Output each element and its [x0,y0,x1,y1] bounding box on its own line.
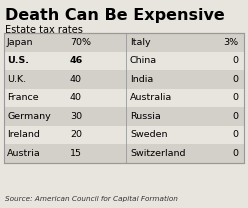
Text: U.S.: U.S. [7,56,29,65]
Text: Russia: Russia [130,112,161,121]
Text: 0: 0 [232,56,238,65]
Text: 40: 40 [70,75,82,84]
Bar [4,33,244,52]
Text: 0: 0 [232,112,238,121]
Text: Austria: Austria [7,149,41,158]
Bar [4,70,244,88]
Text: 30: 30 [70,112,82,121]
Text: China: China [130,56,157,65]
Text: India: India [130,75,153,84]
Text: Estate tax rates: Estate tax rates [5,25,83,35]
Bar [4,107,244,125]
Bar [4,144,244,162]
Text: 46: 46 [70,56,83,65]
Text: Sweden: Sweden [130,130,167,139]
Text: France: France [7,93,39,102]
Text: Ireland: Ireland [7,130,40,139]
Bar [4,33,244,162]
Text: Japan: Japan [7,38,33,47]
Text: Italy: Italy [130,38,151,47]
Text: Switzerland: Switzerland [130,149,186,158]
Text: Source: American Council for Capital Formation: Source: American Council for Capital For… [5,196,178,202]
Text: Death Can Be Expensive: Death Can Be Expensive [5,8,225,23]
Text: 0: 0 [232,93,238,102]
Text: 40: 40 [70,93,82,102]
Text: 15: 15 [70,149,82,158]
Text: 0: 0 [232,75,238,84]
Text: Germany: Germany [7,112,51,121]
Text: 3%: 3% [223,38,238,47]
Text: U.K.: U.K. [7,75,26,84]
Text: 20: 20 [70,130,82,139]
Text: Australia: Australia [130,93,172,102]
Text: 0: 0 [232,130,238,139]
Text: 70%: 70% [70,38,91,47]
Text: 0: 0 [232,149,238,158]
